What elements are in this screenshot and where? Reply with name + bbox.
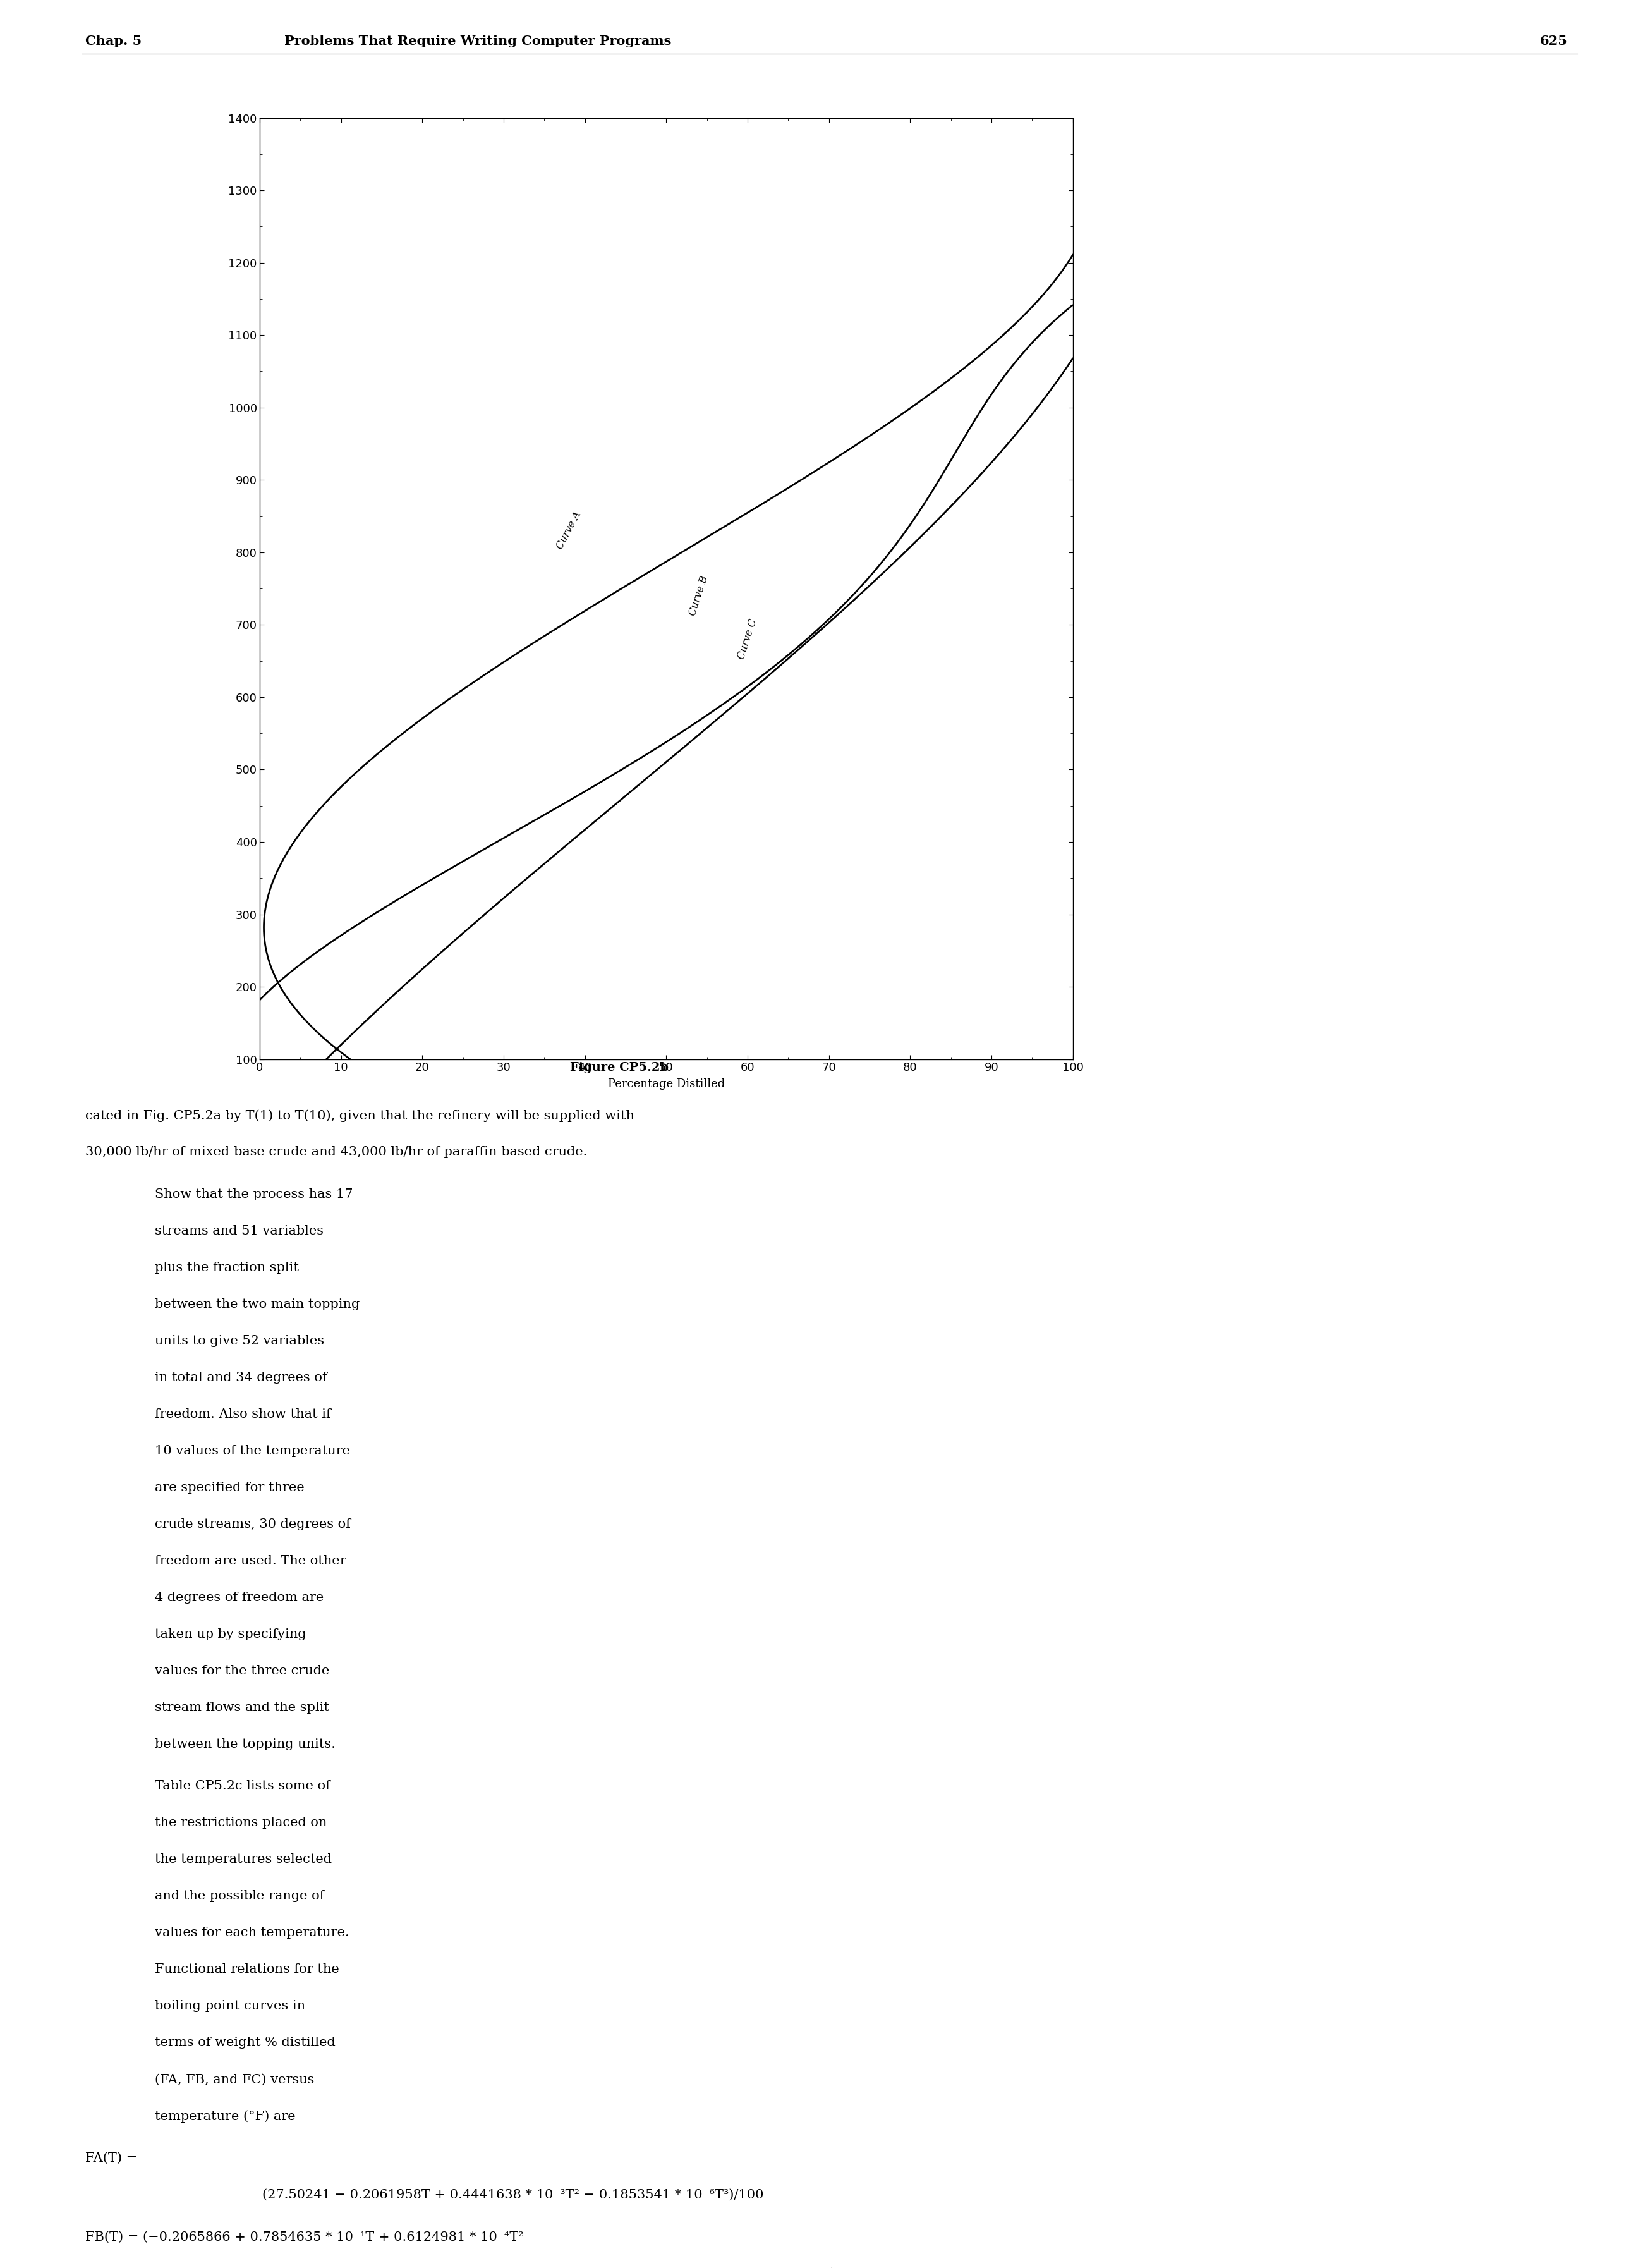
Text: crude streams, 30 degrees of: crude streams, 30 degrees of [154,1517,350,1531]
Text: between the topping units.: between the topping units. [154,1737,335,1751]
Text: cated in Fig. CP5.2a by T(1) to T(10), given that the refinery will be supplied : cated in Fig. CP5.2a by T(1) to T(10), g… [85,1109,634,1123]
Text: freedom are used. The other: freedom are used. The other [154,1556,347,1567]
Text: between the two main topping: between the two main topping [154,1297,360,1311]
Text: Curve B: Curve B [687,574,710,617]
Text: values for the three crude: values for the three crude [154,1665,330,1676]
Text: Problems That Require Writing Computer Programs: Problems That Require Writing Computer P… [284,34,672,48]
Text: plus the fraction split: plus the fraction split [154,1261,299,1275]
Text: Show that the process has 17: Show that the process has 17 [154,1188,353,1200]
Text: Curve C: Curve C [736,617,759,660]
Text: Functional relations for the: Functional relations for the [154,1964,338,1975]
Text: streams and 51 variables: streams and 51 variables [154,1225,324,1236]
Text: the temperatures selected: the temperatures selected [154,1853,332,1867]
Text: boiling-point curves in: boiling-point curves in [154,2000,306,2012]
Text: 625: 625 [1539,34,1567,48]
Text: 30,000 lb/hr of mixed-base crude and 43,000 lb/hr of paraffin-based crude.: 30,000 lb/hr of mixed-base crude and 43,… [85,1145,587,1159]
Text: values for each temperature.: values for each temperature. [154,1928,350,1939]
Text: FA(T) =: FA(T) = [85,2152,138,2164]
Text: 4 degrees of freedom are: 4 degrees of freedom are [154,1592,324,1603]
Text: Chap. 5: Chap. 5 [85,34,141,48]
Text: terms of weight % distilled: terms of weight % distilled [154,2037,335,2048]
Text: Table CP5.2c lists some of: Table CP5.2c lists some of [154,1780,330,1792]
Text: 10 values of the temperature: 10 values of the temperature [154,1445,350,1456]
Text: (27.50241 − 0.2061958T + 0.4441638 * 10⁻³T² − 0.1853541 * 10⁻⁶T³)/100: (27.50241 − 0.2061958T + 0.4441638 * 10⁻… [263,2189,764,2200]
Text: taken up by specifying: taken up by specifying [154,1628,306,1640]
X-axis label: Percentage Distilled: Percentage Distilled [608,1080,725,1091]
Text: Figure CP5.2b: Figure CP5.2b [570,1061,669,1073]
Text: in total and 34 degrees of: in total and 34 degrees of [154,1372,327,1383]
Text: (FA, FB, and FC) versus: (FA, FB, and FC) versus [154,2073,314,2087]
Text: freedom. Also show that if: freedom. Also show that if [154,1408,330,1420]
Text: units to give 52 variables: units to give 52 variables [154,1336,324,1347]
Text: temperature (°F) are: temperature (°F) are [154,2109,296,2123]
Text: stream flows and the split: stream flows and the split [154,1701,329,1712]
Text: and the possible range of: and the possible range of [154,1889,324,1903]
Text: Curve A: Curve A [554,510,583,551]
Text: FB(T) = (−0.2065866 + 0.7854635 * 10⁻¹T + 0.6124981 * 10⁻⁴T²: FB(T) = (−0.2065866 + 0.7854635 * 10⁻¹T … [85,2232,524,2243]
Text: the restrictions placed on: the restrictions placed on [154,1817,327,1828]
Text: are specified for three: are specified for three [154,1481,304,1495]
